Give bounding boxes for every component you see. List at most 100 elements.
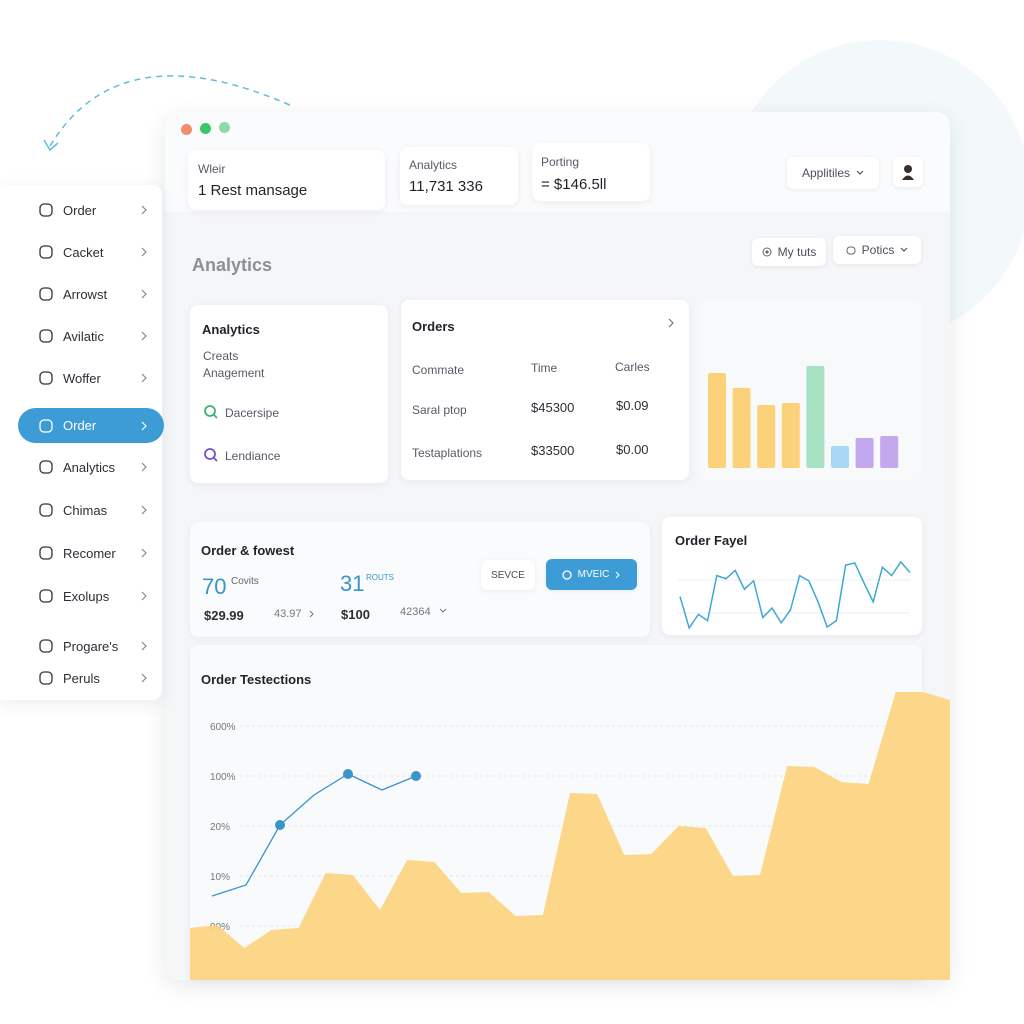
- icon-shape: [39, 546, 53, 560]
- button-label: My tuts: [777, 245, 817, 259]
- chevron: [668, 318, 674, 328]
- dropdown[interactable]: Applitiles: [787, 157, 879, 189]
- chevron-path: [141, 373, 147, 383]
- column-header: Commate: [412, 363, 465, 377]
- nav-item[interactable]: Recomer: [18, 538, 164, 568]
- avatar-icon: [902, 165, 914, 180]
- nav-icon: [39, 503, 53, 517]
- nav-icon: [39, 639, 53, 653]
- chevron-path: [141, 641, 147, 651]
- nav-icon: [39, 546, 53, 560]
- nav-item[interactable]: Peruls: [18, 663, 164, 693]
- button-primary[interactable]: MVEIC: [546, 559, 637, 590]
- chevron-path: [141, 462, 147, 472]
- chevron: [141, 331, 147, 341]
- header-card: Analytics 11,731 336: [400, 147, 518, 205]
- nav-item[interactable]: Exolups: [18, 581, 164, 611]
- cell: Testaplations: [412, 446, 483, 460]
- nav-label: Peruls: [63, 670, 100, 686]
- decor-arc: [43, 75, 293, 152]
- card-label: Wleir: [198, 162, 226, 176]
- toolbar-button[interactable]: My tuts: [752, 238, 826, 266]
- chevron: [439, 608, 447, 613]
- nav-item[interactable]: Progare's: [18, 631, 164, 661]
- nav-label: Arrowst: [63, 286, 108, 302]
- stat-unit: Covits: [231, 576, 259, 587]
- stat-change: 42364: [400, 606, 431, 618]
- card-label: Analytics: [409, 158, 458, 172]
- nav-label: Order: [63, 202, 97, 218]
- nav-icon: [39, 671, 53, 685]
- stat-price: $100: [341, 607, 370, 622]
- chevron: [141, 641, 147, 651]
- card-title: Analytics: [202, 322, 260, 337]
- page-title: Analytics: [192, 255, 273, 275]
- icon-shape: [39, 503, 53, 517]
- nav-label: Woffer: [63, 370, 101, 386]
- chevron: [141, 373, 147, 383]
- cell: $0.00: [616, 442, 649, 457]
- toolbar-button[interactable]: Potics: [833, 236, 921, 264]
- icon-shape: [39, 245, 53, 259]
- bar-card: [700, 300, 922, 480]
- nav-item[interactable]: Cacket: [18, 237, 164, 267]
- analytics-card: Analytics Creats Anagement Dacersipe Len…: [190, 305, 388, 483]
- stat-change: 43.97: [274, 608, 302, 620]
- chevron-path: [141, 421, 147, 430]
- icon-shape: [39, 589, 53, 603]
- button-label: Potics: [861, 243, 895, 257]
- chevron-path: [141, 548, 147, 558]
- nav-item[interactable]: Woffer: [18, 363, 164, 393]
- icon: [846, 246, 856, 255]
- stat-value: 70: [202, 574, 227, 599]
- card-value: 11,731 336: [409, 178, 483, 195]
- chevron-path: [141, 591, 147, 601]
- chevron-path: [141, 205, 147, 215]
- chevron: [141, 421, 147, 430]
- chevron-path: [141, 247, 147, 257]
- chevron: [309, 610, 314, 618]
- chevron-path: [141, 289, 147, 299]
- nav-label: Progare's: [63, 638, 119, 654]
- card-value: 1 Rest mansage: [198, 182, 308, 199]
- nav-icon: [39, 203, 53, 217]
- column-header: Time: [531, 361, 558, 375]
- avatar[interactable]: [893, 157, 923, 187]
- nav-icon: [39, 589, 53, 603]
- dot-green: [200, 123, 211, 134]
- chevron: [141, 673, 147, 683]
- card-subtitle: Creats Anagement: [203, 349, 265, 380]
- nav-icon: [39, 418, 53, 433]
- nav-label: Cacket: [63, 244, 104, 260]
- chevron-path: [141, 673, 147, 683]
- nav-label: Order: [63, 418, 97, 433]
- card-title: Order & fowest: [201, 543, 295, 558]
- cell: $0.09: [616, 398, 649, 413]
- nav-label: Chimas: [63, 502, 108, 518]
- chevron: [141, 548, 147, 558]
- orders-card: Orders Commate Time Carles Saral ptop $4…: [401, 300, 689, 480]
- nav-item[interactable]: Avilatic: [18, 321, 164, 351]
- icon-shape: [39, 329, 53, 343]
- icon: [204, 405, 218, 419]
- nav-label: Recomer: [63, 545, 116, 561]
- nav-item[interactable]: Order: [18, 195, 164, 225]
- order-card: Order & fowest 70 Covits $29.99 43.97 31…: [190, 522, 650, 637]
- column-header: Carles: [615, 360, 650, 374]
- button-label: MVEIC: [577, 569, 610, 580]
- chevron-path: [141, 331, 147, 341]
- nav-item[interactable]: Chimas: [18, 495, 164, 525]
- dropdown-label: Applitiles: [801, 166, 851, 180]
- nav-item[interactable]: Analytics: [18, 452, 164, 482]
- stat-value: 31: [340, 571, 365, 596]
- nav-item[interactable]: Arrowst: [18, 279, 164, 309]
- icon-shape: [39, 287, 53, 301]
- nav-label: Exolups: [63, 588, 110, 604]
- chevron: [856, 170, 864, 175]
- button[interactable]: SEVCE: [481, 560, 535, 590]
- stat-price: $29.99: [204, 608, 244, 623]
- nav-item-active[interactable]: Order: [18, 408, 164, 443]
- cell: $45300: [531, 400, 575, 415]
- chevron: [141, 247, 147, 257]
